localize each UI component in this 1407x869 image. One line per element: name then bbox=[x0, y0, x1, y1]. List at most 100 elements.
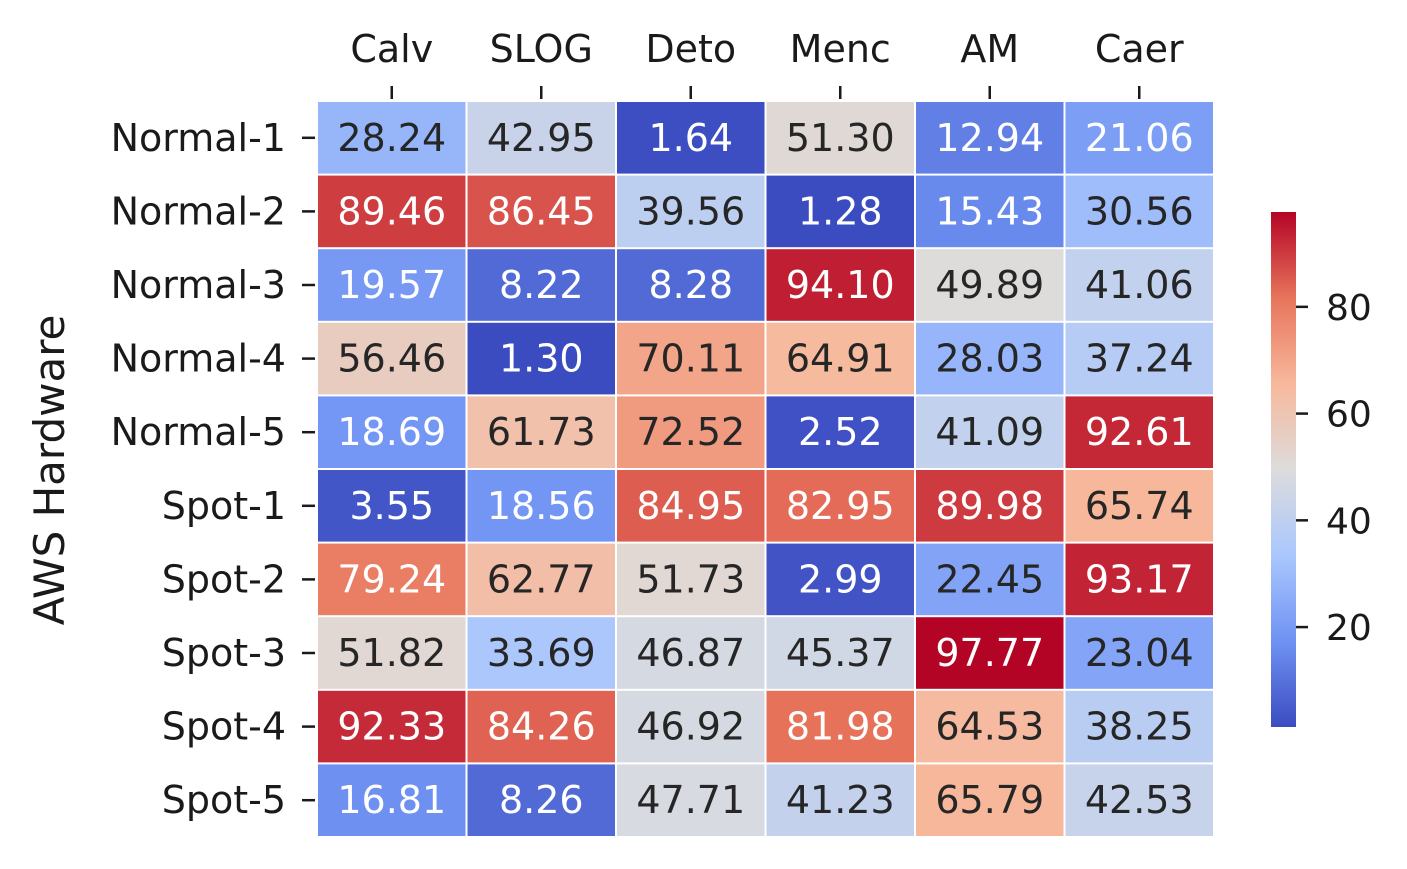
heatmap-cell bbox=[1065, 396, 1213, 468]
y-tick-label: Spot-3 bbox=[162, 631, 286, 675]
heatmap-cell bbox=[1065, 102, 1213, 174]
cell-value-label: 28.24 bbox=[337, 116, 446, 160]
heatmap-cell bbox=[467, 764, 615, 836]
heatmap-cell bbox=[766, 617, 914, 689]
y-tick-label: Normal-5 bbox=[111, 410, 286, 454]
heatmap-cell bbox=[617, 396, 765, 468]
cell-value-label: 51.82 bbox=[337, 631, 446, 675]
y-tick-label: Spot-4 bbox=[162, 705, 286, 749]
x-tick-label: SLOG bbox=[490, 27, 593, 71]
cell-value-label: 92.61 bbox=[1085, 410, 1194, 454]
cell-value-label: 3.55 bbox=[349, 484, 434, 528]
heatmap-cell bbox=[617, 249, 765, 321]
cell-value-label: 2.52 bbox=[798, 410, 883, 454]
cell-value-label: 46.92 bbox=[636, 705, 745, 749]
heatmap-cell bbox=[766, 249, 914, 321]
heatmap-cell bbox=[766, 764, 914, 836]
heatmap-cell bbox=[617, 470, 765, 542]
heatmap-cell bbox=[617, 617, 765, 689]
x-tick-label: Deto bbox=[645, 27, 736, 71]
cell-value-label: 51.30 bbox=[786, 116, 895, 160]
heatmap-cell bbox=[1065, 543, 1213, 616]
heatmap-cell bbox=[467, 543, 615, 616]
row-ticks: Normal-1 Normal-2 Normal-3 Normal-4 Normal-5… bbox=[111, 116, 315, 822]
cell-value-label: 1.30 bbox=[499, 337, 584, 381]
heatmap-cell bbox=[318, 764, 466, 836]
colorbar-tick-label: 80 bbox=[1326, 288, 1372, 329]
heatmap-cell bbox=[916, 249, 1064, 321]
cell-value-label: 41.06 bbox=[1085, 263, 1194, 307]
cell-value-label: 12.94 bbox=[935, 116, 1044, 160]
cell-value-label: 42.53 bbox=[1085, 778, 1194, 822]
y-tick-label: Spot-5 bbox=[162, 778, 286, 822]
cell-value-label: 41.23 bbox=[786, 778, 895, 822]
cell-value-label: 45.37 bbox=[786, 631, 895, 675]
cell-value-label: 65.79 bbox=[935, 778, 1044, 822]
cell-value-label: 72.52 bbox=[636, 410, 745, 454]
cell-value-label: 51.73 bbox=[636, 557, 745, 601]
heatmap-cell bbox=[916, 617, 1064, 689]
colorbar-ticks: 20 40 60 80 bbox=[1296, 288, 1372, 649]
heatmap-cell bbox=[617, 690, 765, 763]
y-tick-label: Spot-1 bbox=[162, 484, 286, 528]
heatmap-cell bbox=[467, 470, 615, 542]
heatmap-cell bbox=[318, 249, 466, 321]
x-tick-label: AM bbox=[960, 27, 1019, 71]
cell-value-label: 18.56 bbox=[487, 484, 596, 528]
cell-value-label: 16.81 bbox=[337, 778, 446, 822]
cell-value-label: 62.77 bbox=[487, 557, 596, 601]
heatmap-cell bbox=[766, 396, 914, 468]
cell-value-label: 70.11 bbox=[636, 337, 745, 381]
heatmap-cell bbox=[1065, 175, 1213, 248]
heatmap-cell bbox=[318, 396, 466, 468]
heatmap-cell bbox=[916, 543, 1064, 616]
cell-value-label: 1.64 bbox=[648, 116, 733, 160]
cell-value-label: 8.22 bbox=[499, 263, 584, 307]
heatmap-cell bbox=[318, 322, 466, 395]
column-ticks: Calv SLOG Deto Menc AM Caer bbox=[350, 27, 1184, 99]
heatmap-cell bbox=[318, 617, 466, 689]
cell-value-label: 18.69 bbox=[337, 410, 446, 454]
cell-value-label: 86.45 bbox=[487, 189, 596, 233]
heatmap-cell bbox=[617, 102, 765, 174]
x-tick-label: Caer bbox=[1095, 27, 1184, 71]
heatmap-cell bbox=[1065, 470, 1213, 542]
cell-value-label: 23.04 bbox=[1085, 631, 1194, 675]
heatmap-cell bbox=[467, 396, 615, 468]
cell-value-label: 30.56 bbox=[1085, 189, 1194, 233]
cell-value-label: 82.95 bbox=[786, 484, 895, 528]
colorbar-tick-label: 60 bbox=[1326, 395, 1372, 436]
colorbar-tick-label: 40 bbox=[1326, 501, 1372, 542]
cell-value-label: 38.25 bbox=[1085, 705, 1194, 749]
heatmap-cell bbox=[467, 102, 615, 174]
cell-value-label: 33.69 bbox=[487, 631, 596, 675]
cell-value-label: 15.43 bbox=[935, 189, 1044, 233]
heatmap-cell bbox=[766, 470, 914, 542]
cell-value-label: 81.98 bbox=[786, 705, 895, 749]
y-tick-label: Normal-1 bbox=[111, 116, 286, 160]
heatmap-cell bbox=[766, 175, 914, 248]
cell-value-label: 46.87 bbox=[636, 631, 745, 675]
cell-value-label: 8.28 bbox=[648, 263, 733, 307]
heatmap-cell bbox=[318, 102, 466, 174]
cell-value-label: 41.09 bbox=[935, 410, 1044, 454]
heatmap-cell bbox=[318, 543, 466, 616]
cell-value-label: 65.74 bbox=[1085, 484, 1194, 528]
heatmap-cell bbox=[617, 322, 765, 395]
heatmap-cell bbox=[1065, 764, 1213, 836]
cell-value-label: 93.17 bbox=[1085, 557, 1194, 601]
heatmap-cell bbox=[467, 175, 615, 248]
x-tick-label: Menc bbox=[790, 27, 891, 71]
heatmap-cell bbox=[1065, 617, 1213, 689]
cell-value-label: 64.91 bbox=[786, 337, 895, 381]
cell-value-label: 1.28 bbox=[798, 189, 883, 233]
cell-value-label: 89.46 bbox=[337, 189, 446, 233]
heatmap-cell bbox=[467, 617, 615, 689]
heatmap-cell bbox=[318, 175, 466, 248]
cell-value-label: 61.73 bbox=[487, 410, 596, 454]
y-tick-label: Normal-3 bbox=[111, 263, 286, 307]
cell-value-label: 19.57 bbox=[337, 263, 446, 307]
cell-value-label: 2.99 bbox=[798, 557, 883, 601]
heatmap-cell bbox=[916, 102, 1064, 174]
